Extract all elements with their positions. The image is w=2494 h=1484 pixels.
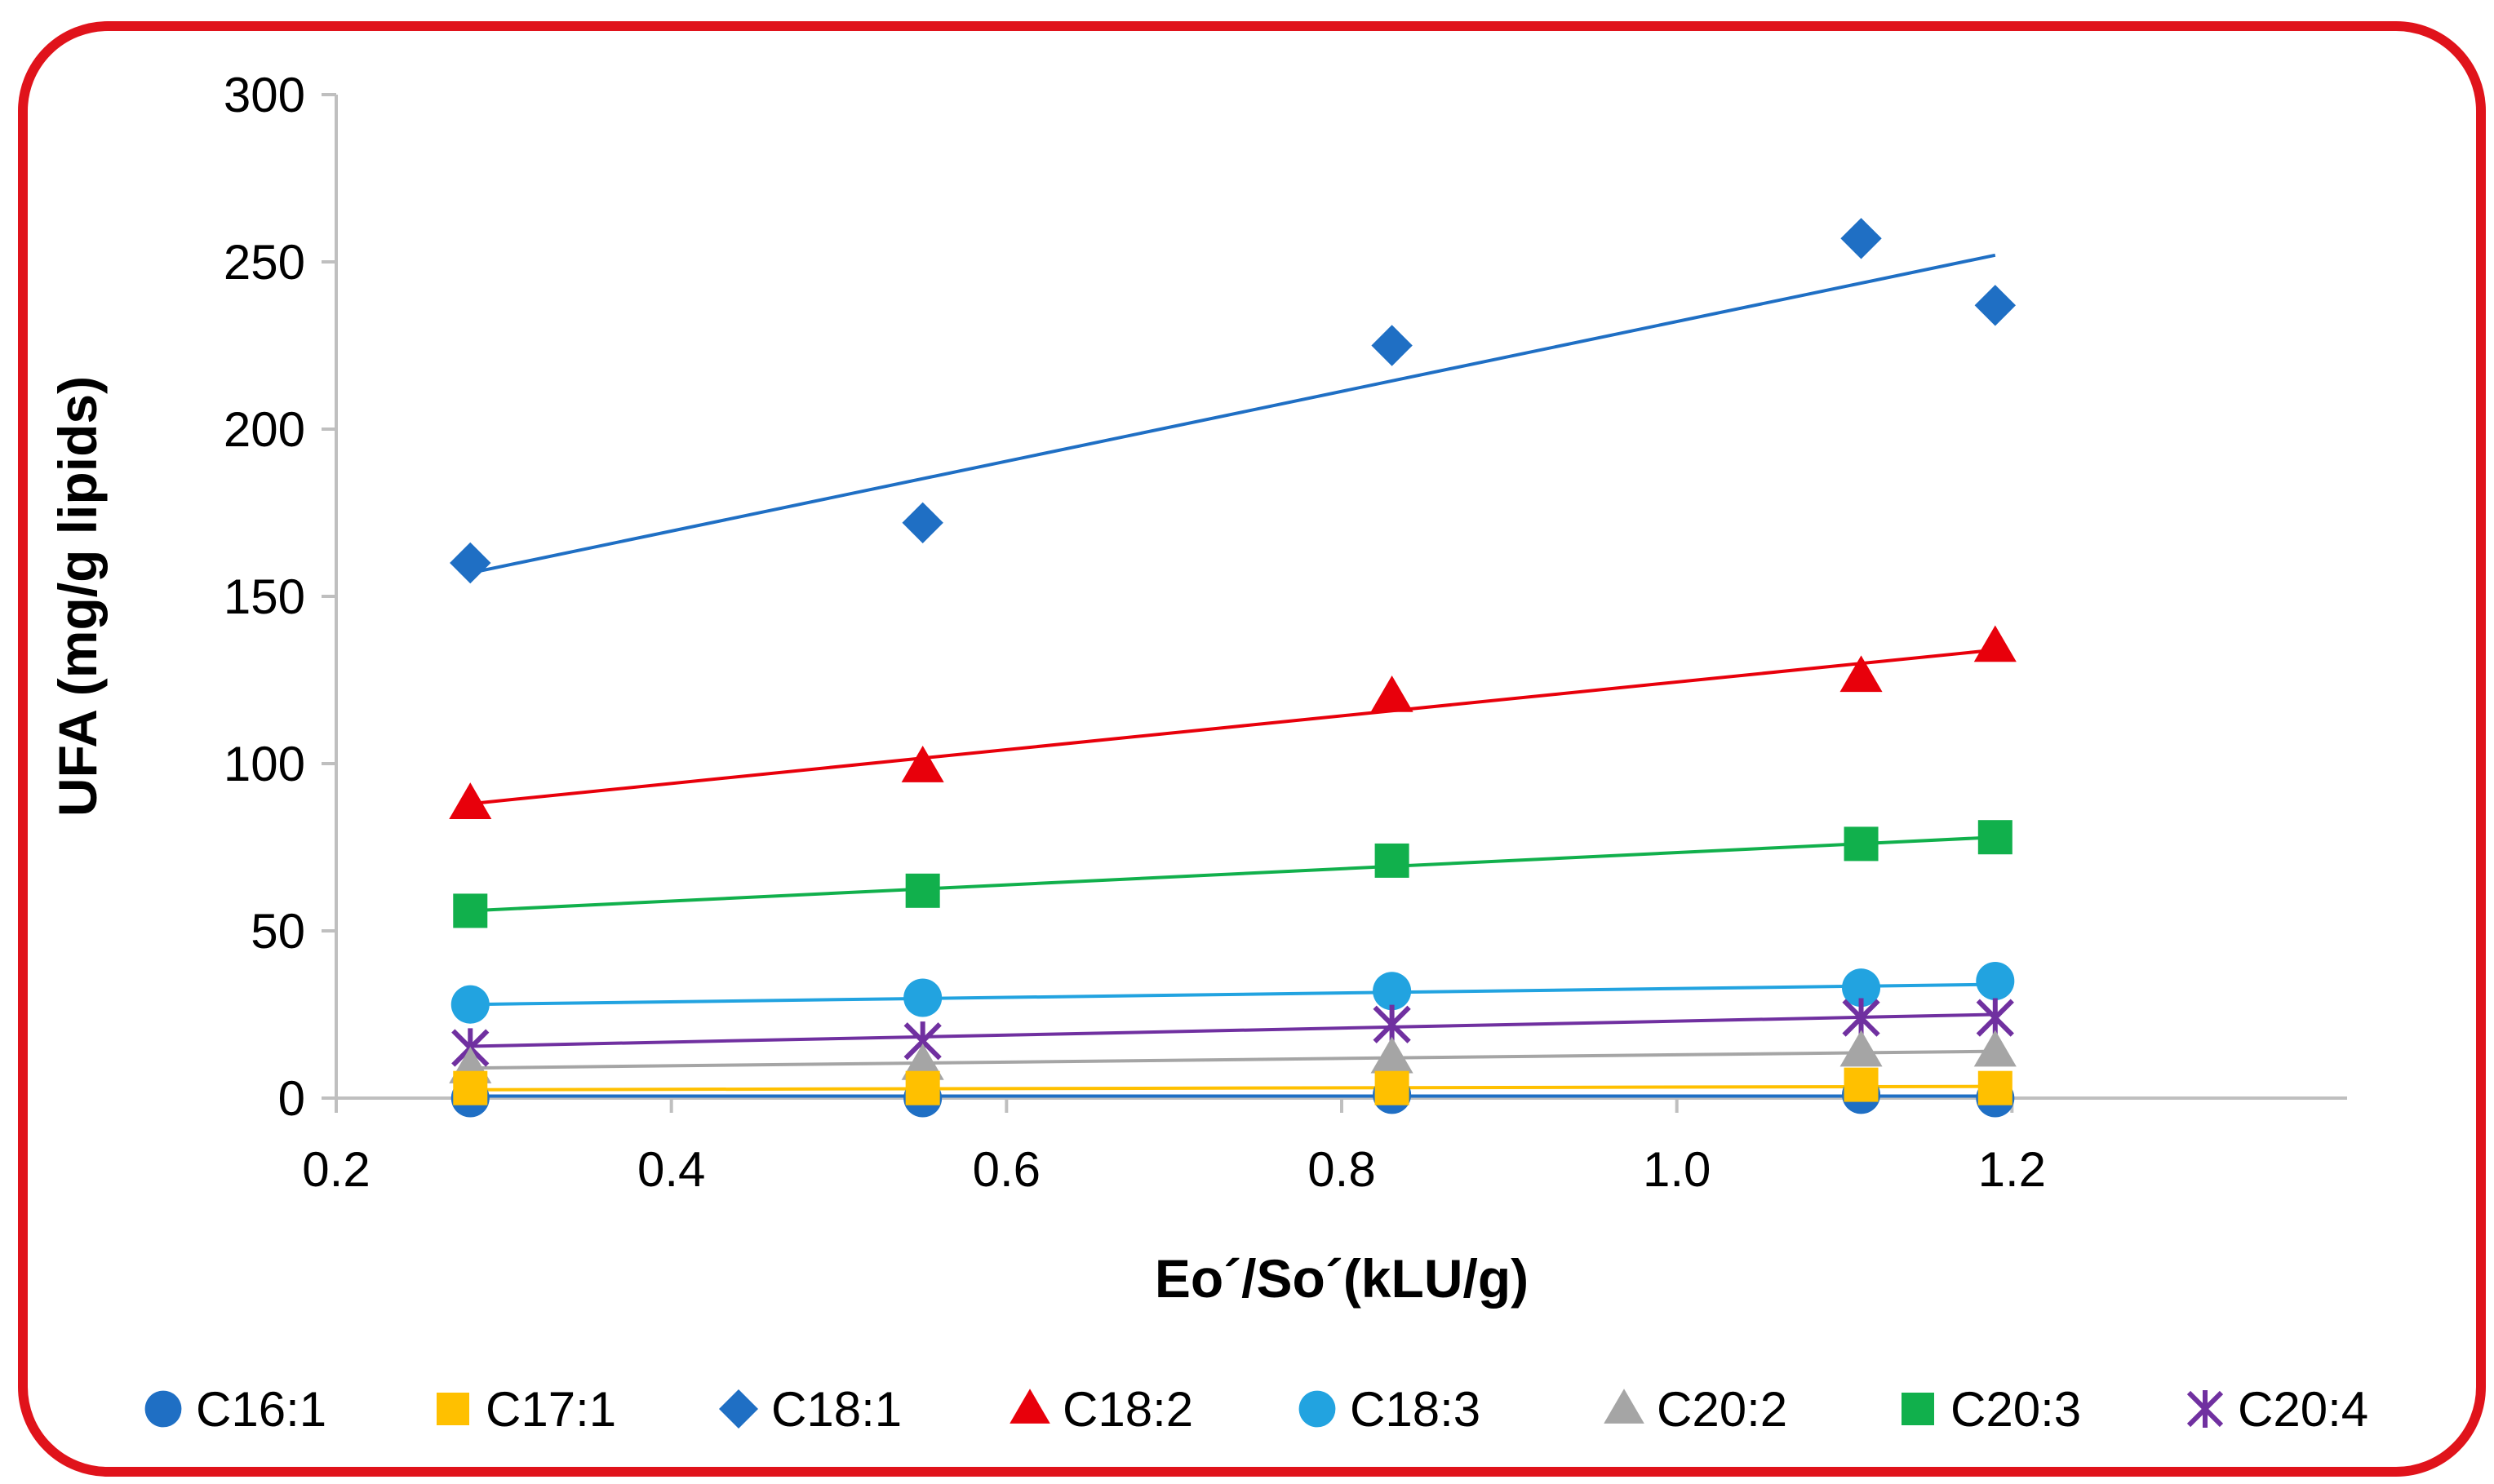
x-tick-label: 0.8 <box>1307 1142 1375 1197</box>
tick-labels: 0 50 100 150 200 250 300 0.2 0.4 0.6 0.8 1.0 1.2 <box>224 68 2046 1197</box>
point-C18-2 <box>1370 675 1413 712</box>
trendline-C20-3 <box>470 835 1995 913</box>
legend-marker-C20-2 <box>1604 1389 1644 1424</box>
trendline-C20-2 <box>470 1049 1995 1070</box>
point-C18-1 <box>1974 285 2016 326</box>
point-C18-2 <box>1839 655 1883 693</box>
point-C17-1 <box>905 1070 940 1105</box>
y-tick-label: 150 <box>224 569 305 624</box>
chart-frame <box>18 21 2486 1477</box>
legend-marker-C18-1 <box>719 1389 758 1429</box>
point-C18-3 <box>1373 972 1412 1011</box>
point-C17-1 <box>1374 1070 1409 1105</box>
point-C20-2 <box>1839 1030 1883 1067</box>
point-C18-1 <box>902 502 943 543</box>
point-C20-3 <box>453 893 488 928</box>
point-C20-2 <box>1973 1030 2017 1067</box>
legend-label-C16-1: C16:1 <box>196 1382 326 1437</box>
point-C18-2 <box>449 782 492 819</box>
legend-marker-C17-1 <box>437 1393 469 1425</box>
point-C20-3 <box>1977 820 2013 855</box>
y-axis-title: UFA (mg/g lipids) <box>47 376 108 817</box>
point-C18-2 <box>1973 625 2017 662</box>
trendline-C18-3 <box>470 982 1995 1007</box>
point-C20-3 <box>1374 843 1409 878</box>
point-C17-1 <box>453 1070 488 1105</box>
y-tick-label: 300 <box>224 68 305 122</box>
x-tick-label: 1.2 <box>1978 1142 2046 1197</box>
y-tick-label: 250 <box>224 235 305 290</box>
point-C18-1 <box>450 542 491 584</box>
legend-marker-C18-3 <box>1298 1390 1336 1428</box>
legend-label-C20-4: C20:4 <box>2238 1382 2368 1437</box>
point-C20-2 <box>1370 1036 1413 1074</box>
point-C18-2 <box>901 746 944 782</box>
point-C18-1 <box>1840 218 1882 259</box>
y-tick-label: 0 <box>278 1071 305 1126</box>
point-C18-3 <box>903 978 943 1017</box>
trendlines <box>469 253 1996 1098</box>
y-tick-label: 50 <box>251 904 305 959</box>
legend-label-C17-1: C17:1 <box>486 1382 616 1437</box>
trendline-C17-1 <box>470 1084 1995 1092</box>
x-tick-label: 0.6 <box>973 1142 1041 1197</box>
point-C18-1 <box>1371 325 1413 366</box>
trendline-C18-2 <box>470 648 1996 806</box>
x-axis-title: Eo´/So´(kLU/g) <box>1155 1248 1529 1309</box>
y-tick-label: 100 <box>224 737 305 791</box>
point-C20-3 <box>1844 826 1879 862</box>
legend-label-C20-3: C20:3 <box>1950 1382 2081 1437</box>
x-tick-label: 1.0 <box>1643 1142 1711 1197</box>
legend-label-C18-1: C18:1 <box>771 1382 902 1437</box>
point-C18-3 <box>1976 961 2015 1001</box>
legend-marker-C18-2 <box>1010 1389 1050 1424</box>
x-tick-label: 0.2 <box>302 1142 370 1197</box>
legend-label-C20-2: C20:2 <box>1657 1382 1787 1437</box>
point-C20-2 <box>901 1043 944 1080</box>
point-C18-3 <box>1842 968 1881 1008</box>
data-points <box>449 218 2017 1118</box>
point-C17-1 <box>1844 1067 1879 1102</box>
trendline-C18-1 <box>469 253 1996 575</box>
x-tick-label: 0.4 <box>637 1142 705 1197</box>
point-C17-1 <box>1977 1070 2013 1105</box>
legend-marker-C20-4 <box>2186 1390 2224 1428</box>
legend: C16:1 C17:1 C18:1 C18:2 C18:3 C20:2 C20:3 C20:4 <box>144 1382 2368 1437</box>
point-C20-3 <box>905 873 940 908</box>
legend-label-C18-2: C18:2 <box>1063 1382 1193 1437</box>
axes <box>335 95 2347 1100</box>
legend-marker-C20-3 <box>1902 1393 1934 1425</box>
legend-label-C18-3: C18:3 <box>1350 1382 1480 1437</box>
trendline-C20-4 <box>470 1012 1995 1048</box>
legend-marker-C16-1 <box>144 1390 182 1428</box>
y-tick-label: 200 <box>224 402 305 457</box>
point-C18-3 <box>450 985 490 1024</box>
